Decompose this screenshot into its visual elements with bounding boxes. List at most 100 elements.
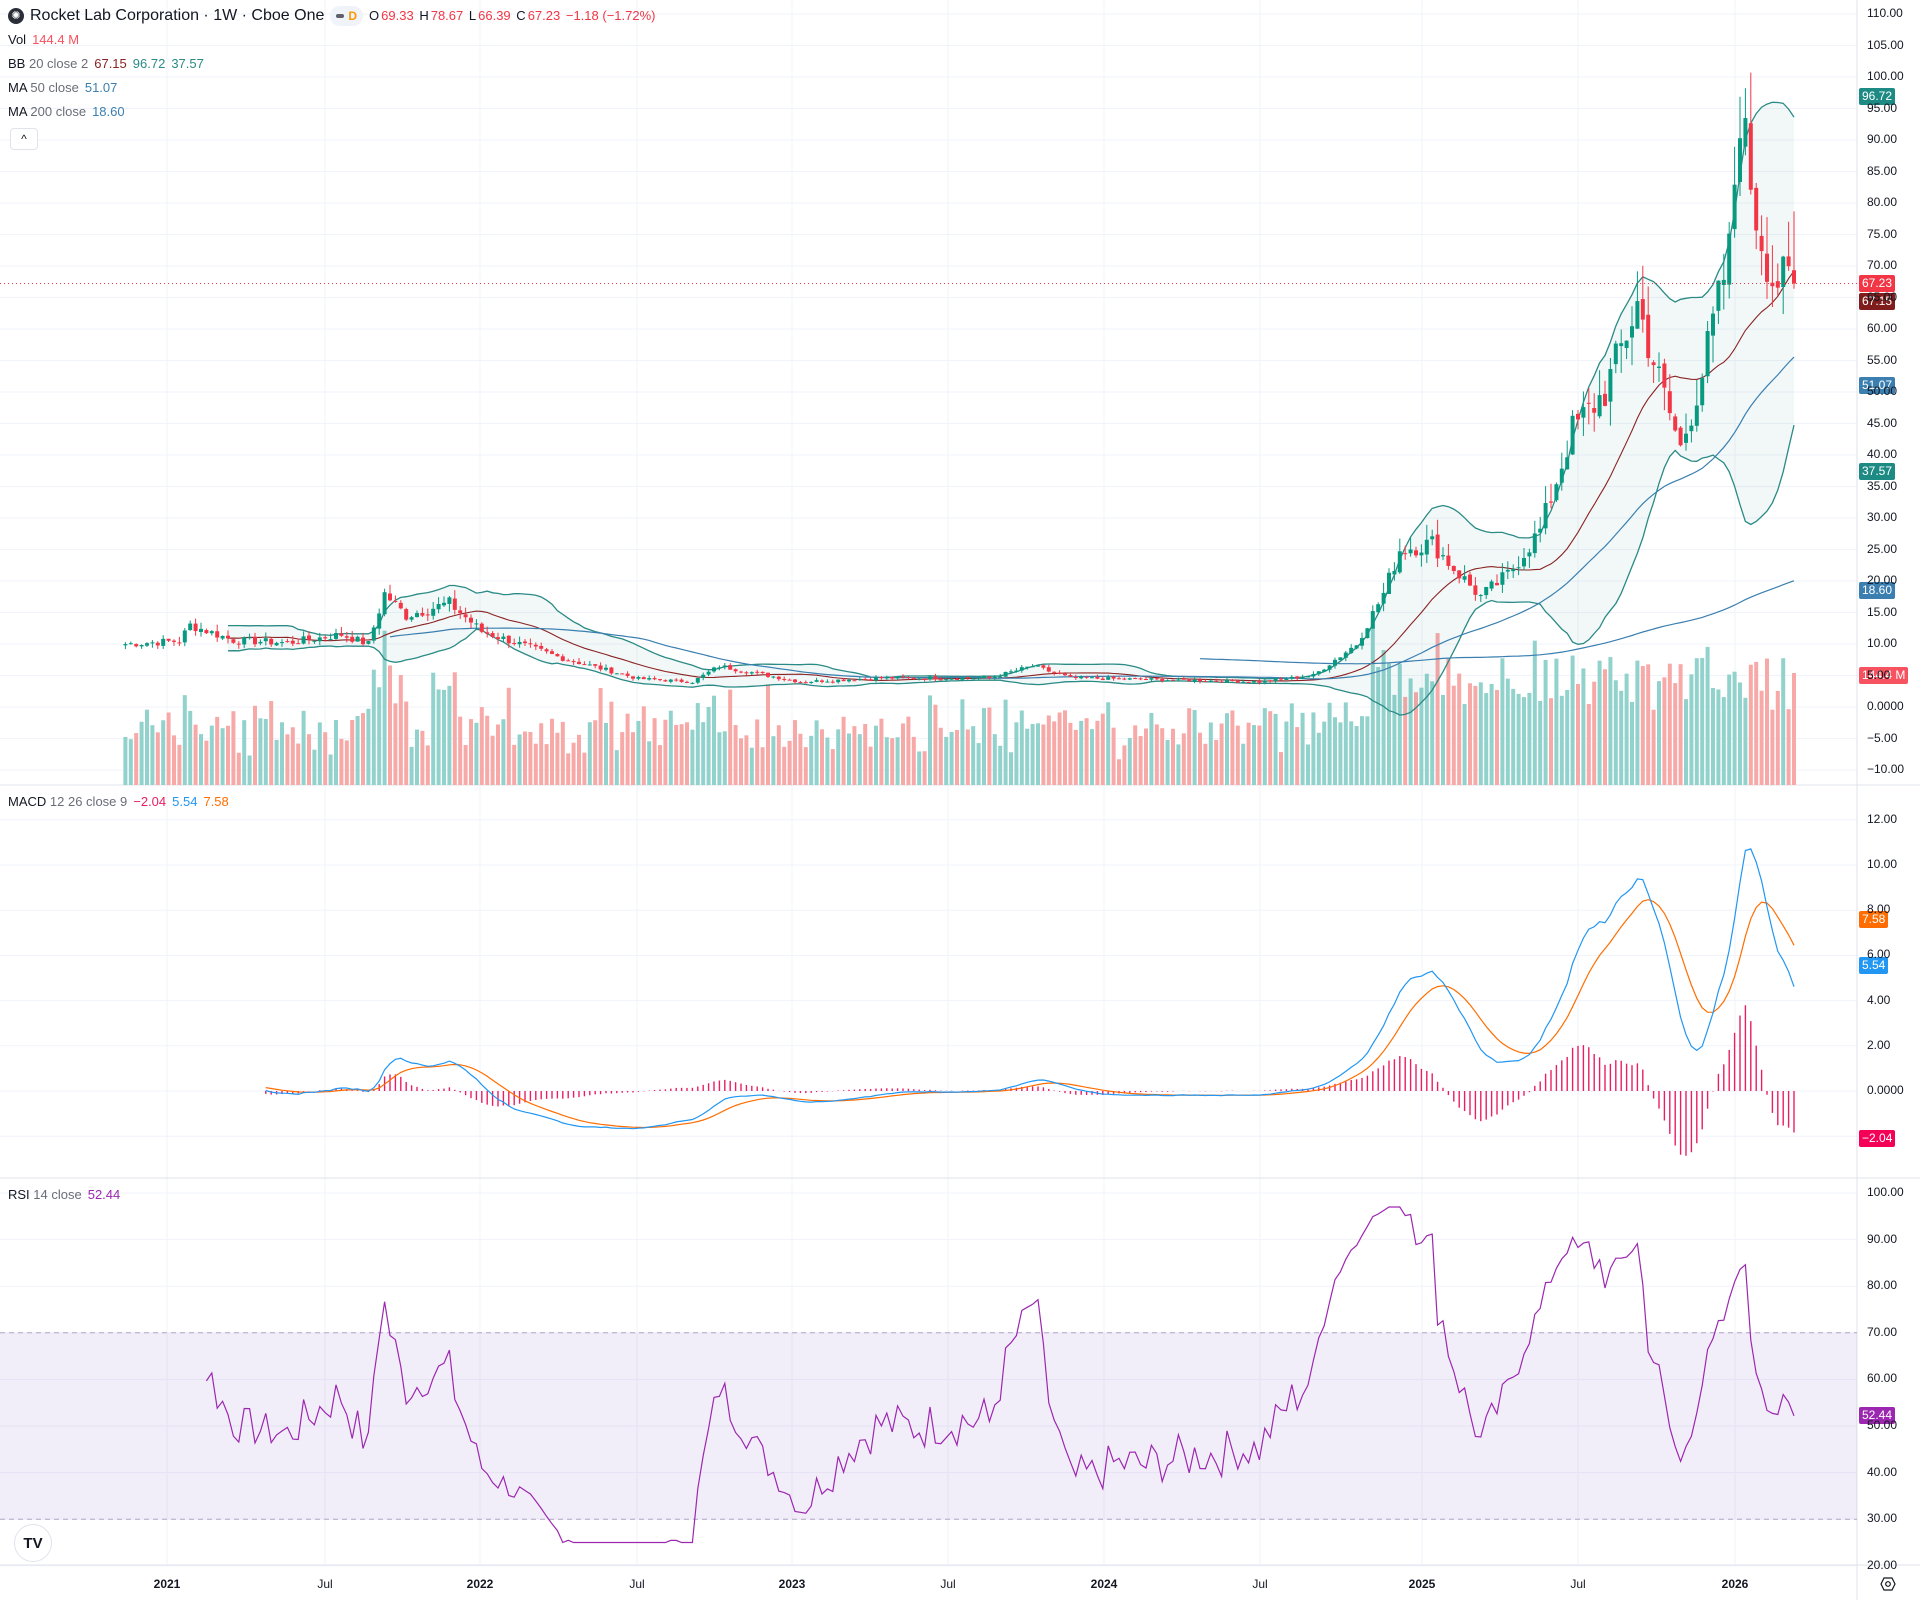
change-value: −1.18 (−1.72%) <box>565 8 656 23</box>
macd-legend-params: 12 26 close 9 <box>49 794 128 809</box>
symbol-header: ✺ Rocket Lab Corporation · 1W · Cboe One… <box>8 6 657 26</box>
candles[interactable] <box>123 72 1796 685</box>
rsi-tag: 52.44 <box>1859 1407 1896 1424</box>
macd-histogram <box>265 1005 1795 1156</box>
bb-basis-value: 67.15 <box>94 56 127 71</box>
volume-bars <box>123 624 1796 785</box>
macd-line-tag: 5.54 <box>1859 957 1889 974</box>
price-axis-label: 0.0000 <box>1867 699 1904 713</box>
price-axis-label: 65.00 <box>1867 289 1898 304</box>
price-axis-label: −5.00 <box>1867 730 1898 745</box>
bb-legend[interactable]: BB 20 close 2 67.15 96.72 37.57 <box>8 55 204 73</box>
price-axis-label: 60.00 <box>1867 321 1898 335</box>
volume-legend-name: Vol <box>8 32 27 47</box>
open-value: 69.33 <box>381 8 414 23</box>
last-price-tag: 67.23 <box>1859 275 1896 292</box>
low-value: 66.39 <box>478 8 511 23</box>
macd-line-value: 5.54 <box>172 794 198 809</box>
rsi-axis-label: 100.00 <box>1867 1185 1904 1199</box>
settings-gear-icon[interactable] <box>1880 1576 1896 1592</box>
market-status-badge[interactable]: D <box>330 6 364 26</box>
ma200-legend-value: 18.60 <box>92 104 125 119</box>
tradingview-logo-icon[interactable]: TV <box>14 1524 52 1562</box>
bb-lower-value: 37.57 <box>171 56 204 71</box>
macd-hist-tag: −2.04 <box>1859 1130 1896 1147</box>
time-axis-label: Jul <box>629 1577 645 1591</box>
rsi-legend-name: RSI <box>8 1187 30 1202</box>
time-axis-label: Jul <box>1570 1577 1586 1591</box>
bb-basis-tag: 67.15 <box>1859 293 1896 310</box>
price-axis-label: 30.00 <box>1867 510 1898 524</box>
low-label: L <box>468 8 477 23</box>
rsi-axis-label: 90.00 <box>1867 1231 1898 1246</box>
price-axis-label: 85.00 <box>1867 163 1898 178</box>
rsi-axis-label: 70.00 <box>1867 1324 1898 1339</box>
rsi-axis-label: 50.00 <box>1867 1418 1898 1432</box>
time-axis-label: Jul <box>940 1577 956 1591</box>
ma50-legend-params: 50 close <box>30 80 79 95</box>
ma200-tag: 18.60 <box>1859 582 1896 599</box>
macd-legend[interactable]: MACD 12 26 close 9 −2.04 5.54 7.58 <box>8 793 229 811</box>
bb-lower-line <box>227 424 1795 716</box>
ma50-legend-value: 51.07 <box>84 80 118 95</box>
price-axis-label: 40.00 <box>1867 447 1898 461</box>
macd-signal-tag: 7.58 <box>1859 911 1889 928</box>
rsi-legend[interactable]: RSI 14 close 52.44 <box>8 1186 120 1204</box>
ma50-tag: 51.07 <box>1859 377 1896 394</box>
open-label: O <box>369 8 380 23</box>
rsi-legend-value: 52.44 <box>87 1187 121 1202</box>
macd-signal-line <box>265 899 1795 1129</box>
symbol-title[interactable]: Rocket Lab Corporation · 1W · Cboe One <box>30 7 325 24</box>
volume-legend[interactable]: Vol 144.4 M <box>8 31 79 49</box>
price-axis-label: 80.00 <box>1867 195 1898 209</box>
close-value: 67.23 <box>527 8 561 23</box>
delayed-badge-letter: D <box>348 9 358 23</box>
macd-axis-label: 2.00 <box>1867 1037 1891 1052</box>
volume-legend-value: 144.4 M <box>32 32 80 47</box>
ma50-legend[interactable]: MA 50 close 51.07 <box>8 79 117 97</box>
ma200-line <box>1199 580 1795 665</box>
time-axis-label: 2021 <box>153 1577 181 1591</box>
bb-upper-value: 96.72 <box>132 56 166 71</box>
minus-icon <box>336 14 345 18</box>
price-axis-label: 45.00 <box>1867 415 1898 430</box>
price-axis-label: 35.00 <box>1867 478 1898 493</box>
price-axis-label: 15.00 <box>1867 604 1898 619</box>
macd-hist-value: −2.04 <box>133 794 167 809</box>
time-axis-label: 2024 <box>1090 1577 1118 1591</box>
rocket-lab-logo-icon: ✺ <box>8 8 24 24</box>
ohlc-values: O 69.33 H 78.67 L 66.39 C 67.23 −1.18 (−1.72… <box>369 7 657 25</box>
high-value: 78.67 <box>430 8 464 23</box>
time-axis-label: 2022 <box>466 1577 494 1591</box>
rsi-band <box>0 1332 1857 1520</box>
ma200-legend-name: MA <box>8 104 27 119</box>
high-label: H <box>419 8 429 23</box>
macd-axis-label: 0.0000 <box>1867 1083 1904 1097</box>
price-axis-label: 90.00 <box>1867 132 1898 146</box>
close-label: C <box>516 8 526 23</box>
macd-axis-label: 4.00 <box>1867 992 1891 1007</box>
time-axis-label: 2026 <box>1721 1577 1749 1591</box>
tv-logo-text: TV <box>23 1534 43 1552</box>
rsi-axis-label: 30.00 <box>1867 1511 1898 1526</box>
macd-signal-value: 7.58 <box>203 794 229 809</box>
ma50-line <box>389 356 1795 680</box>
price-axis-label: 25.00 <box>1867 541 1898 556</box>
rsi-legend-params: 14 close <box>33 1187 82 1202</box>
ma50-legend-name: MA <box>8 80 27 95</box>
bb-lower-tag: 37.57 <box>1859 463 1896 480</box>
price-axis-label: 110.00 <box>1867 6 1903 20</box>
rsi-axis-label: 40.00 <box>1867 1464 1898 1479</box>
time-axis-label: 2023 <box>778 1577 806 1591</box>
price-axis-label: 100.00 <box>1867 69 1904 83</box>
macd-line <box>265 848 1795 1130</box>
rsi-axis-label: 60.00 <box>1867 1371 1898 1386</box>
bb-fill <box>228 102 1794 716</box>
macd-axis-label: 10.00 <box>1867 857 1898 871</box>
collapse-legend-button[interactable]: ^ <box>10 128 38 150</box>
macd-axis-label: 6.00 <box>1867 947 1891 962</box>
rsi-line <box>205 1206 1795 1544</box>
bb-legend-name: BB <box>8 56 26 71</box>
ma200-legend[interactable]: MA 200 close 18.60 <box>8 103 125 121</box>
